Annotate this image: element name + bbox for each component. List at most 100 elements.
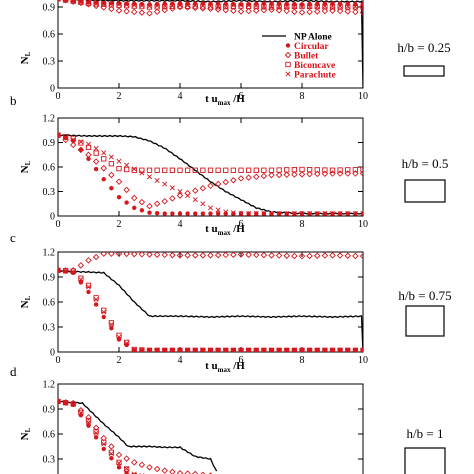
y-tick-label: 0.9 (43, 405, 56, 416)
point-circular (116, 195, 122, 200)
x-tick-label: 8 (300, 355, 305, 366)
point-bullet (92, 424, 100, 431)
point-bullet (283, 252, 290, 259)
point-parachute (146, 3, 153, 9)
point-parachute (291, 347, 297, 352)
point-parachute (246, 211, 252, 216)
point-circular (139, 208, 145, 213)
point-biconcave (78, 275, 84, 281)
point-biconcave (93, 150, 99, 156)
series-group (58, 131, 363, 216)
y-tick-label: 0.9 (43, 3, 56, 14)
point-biconcave (337, 347, 343, 352)
legend-entry-bullet: Bullet (294, 51, 319, 61)
y-tick-label: 0 (50, 212, 55, 223)
point-parachute (124, 162, 130, 168)
point-circular (162, 211, 167, 216)
point-bullet (176, 192, 184, 199)
point-parachute (108, 451, 114, 457)
point-parachute (253, 211, 259, 216)
shape-ratio-label: h/b = 0.5 (402, 156, 449, 171)
point-bullet (321, 170, 329, 177)
x-tick-label: 6 (239, 91, 244, 102)
point-bullet (291, 171, 298, 178)
point-bullet (123, 8, 130, 15)
point-biconcave (116, 2, 122, 8)
x-axis-label-part: t (205, 360, 211, 372)
point-parachute (345, 347, 351, 352)
y-tick-label: 0.6 (43, 430, 56, 441)
x-axis-label: t umax /H (205, 93, 245, 107)
point-biconcave (345, 167, 351, 173)
point-circular (93, 166, 99, 172)
point-circular (200, 211, 206, 216)
y-axis-label-sub: L (24, 295, 32, 300)
point-bullet (344, 252, 351, 259)
point-parachute (215, 3, 221, 9)
point-biconcave (58, 398, 61, 405)
point-bullet (161, 467, 168, 474)
point-bullet (131, 8, 138, 16)
point-bullet (314, 252, 321, 259)
point-parachute (246, 347, 252, 352)
point-bullet (275, 252, 283, 259)
point-circular (101, 314, 106, 320)
point-biconcave (345, 4, 351, 10)
point-bullet (169, 252, 176, 259)
point-parachute (70, 269, 76, 275)
point-bullet (352, 8, 359, 16)
point-biconcave (238, 3, 244, 9)
point-bullet (100, 252, 107, 257)
x-tick-label: 2 (117, 219, 122, 230)
point-biconcave (192, 3, 198, 10)
point-biconcave (253, 3, 259, 10)
point-circular (193, 211, 198, 216)
point-bullet (153, 200, 161, 207)
point-circular (177, 211, 183, 216)
point-parachute (70, 401, 76, 407)
point-bullet (352, 252, 359, 260)
point-biconcave (162, 347, 168, 352)
point-parachute (124, 2, 130, 8)
point-biconcave (329, 347, 336, 352)
point-biconcave (169, 3, 176, 9)
point-bullet (199, 252, 207, 259)
point-bullet (184, 252, 191, 259)
point-bullet (222, 252, 229, 259)
x-axis-label-part: /H (231, 93, 246, 105)
x-tick-label: 2 (117, 91, 122, 102)
point-bullet (214, 180, 222, 188)
y-axis-label-sub: L (24, 160, 32, 165)
point-biconcave (360, 4, 363, 10)
x-tick-label: 8 (300, 219, 305, 230)
point-bullet (336, 252, 344, 259)
point-circular (124, 200, 129, 205)
point-biconcave (108, 161, 115, 167)
point-biconcave (169, 167, 176, 173)
point-biconcave (78, 409, 84, 415)
point-bullet (146, 10, 153, 17)
x-tick-label: 10 (358, 219, 368, 230)
point-bullet (199, 184, 207, 192)
point-bullet (237, 252, 245, 258)
point-parachute (185, 347, 191, 352)
point-biconcave (223, 167, 229, 173)
point-biconcave (314, 167, 320, 173)
point-bullet (260, 252, 268, 259)
point-parachute (169, 347, 175, 352)
point-bullet (123, 252, 130, 258)
point-biconcave (184, 3, 191, 9)
point-parachute (85, 0, 92, 6)
point-biconcave (146, 167, 153, 173)
point-parachute (360, 4, 363, 10)
x-tick-label: 10 (358, 91, 368, 102)
y-axis-label: NL (19, 427, 32, 440)
y-tick-label: 1.2 (43, 380, 56, 391)
point-bullet (108, 5, 115, 13)
point-biconcave (322, 4, 328, 10)
legend-entry-parachute: Parachute (294, 70, 336, 80)
point-biconcave (70, 135, 76, 142)
point-parachute (116, 158, 122, 164)
point-biconcave (291, 167, 298, 173)
point-bullet (222, 6, 229, 14)
